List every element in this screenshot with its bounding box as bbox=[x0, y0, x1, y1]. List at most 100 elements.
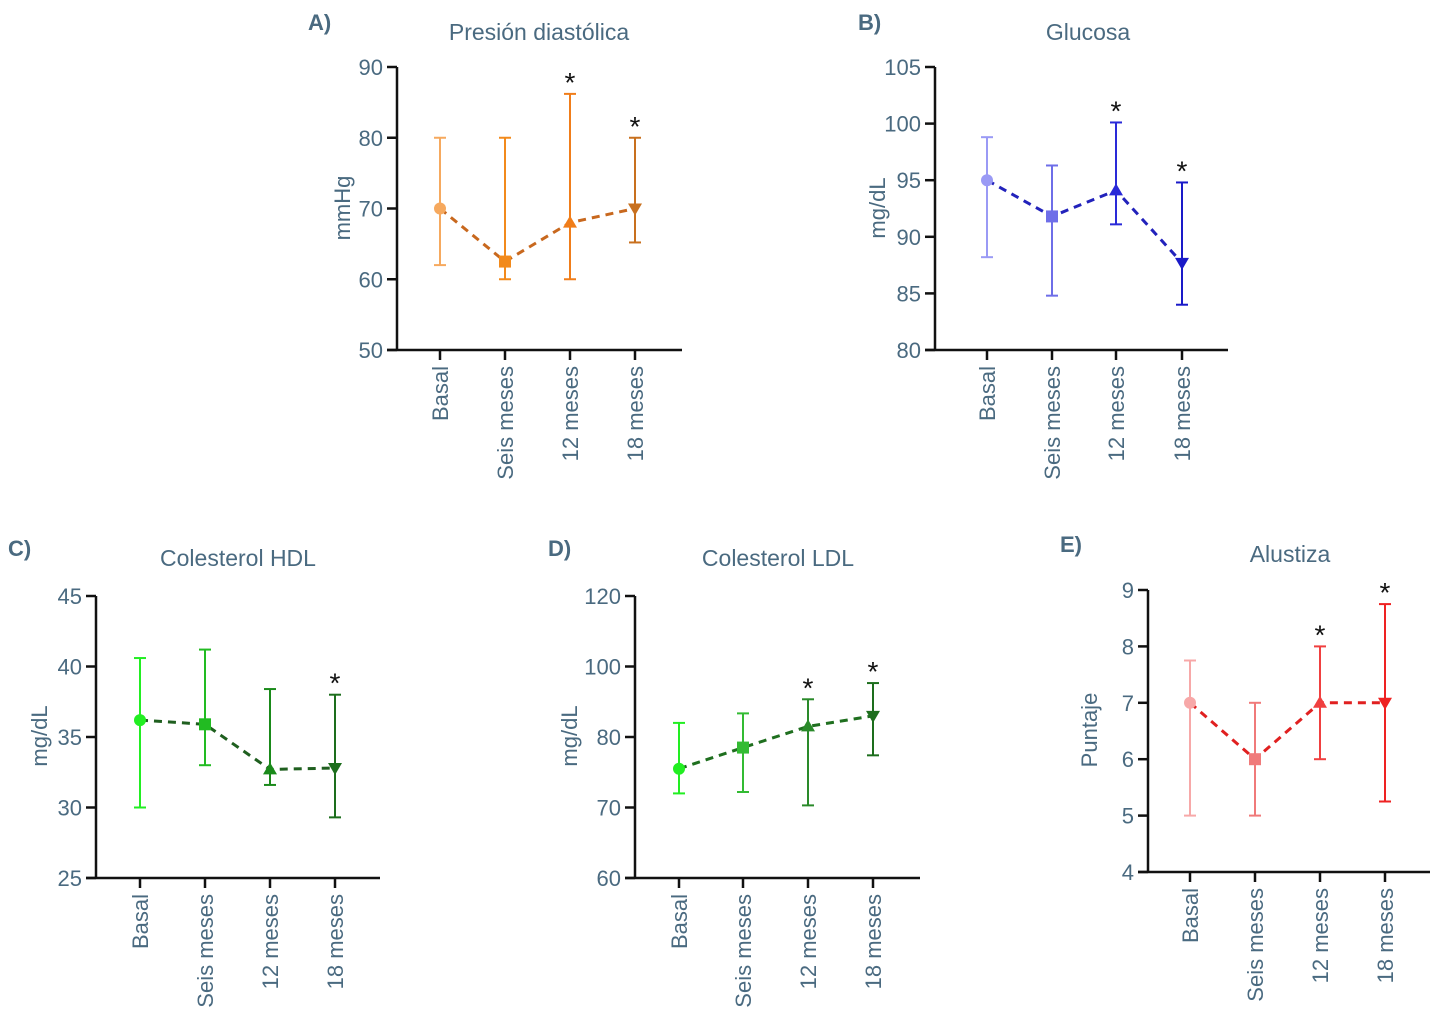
y-tick-label: 80 bbox=[597, 725, 621, 750]
data-point-circle bbox=[1184, 696, 1196, 709]
x-tick-label: Basal bbox=[428, 366, 453, 421]
data-point-triangle-up bbox=[563, 215, 577, 228]
y-tick-label: 5 bbox=[1122, 804, 1134, 829]
x-tick-label: 18 meses bbox=[1373, 888, 1398, 983]
y-tick-label: 100 bbox=[884, 112, 921, 137]
y-tick-label: 45 bbox=[58, 584, 82, 609]
significance-marker: * bbox=[803, 672, 814, 703]
y-tick-label: 85 bbox=[897, 281, 921, 306]
x-tick-label: Seis meses bbox=[1040, 366, 1065, 480]
data-point-triangle-up bbox=[1109, 183, 1123, 196]
panel-letter: B) bbox=[858, 10, 881, 35]
x-tick-label: 12 meses bbox=[258, 894, 283, 989]
panel-colesterol-ldl: D) Colesterol LDL mg/dL 60 70 80 100 120 Basa… bbox=[548, 536, 920, 1008]
data-point-triangle-up bbox=[1313, 695, 1327, 708]
data-point-square bbox=[1046, 210, 1058, 223]
y-tick-label: 60 bbox=[597, 866, 621, 891]
significance-marker: * bbox=[1315, 619, 1326, 650]
x-tick-label: Seis meses bbox=[731, 894, 756, 1008]
y-axis-label: mg/dL bbox=[557, 705, 582, 766]
y-tick-label: 80 bbox=[897, 338, 921, 363]
panel-letter: A) bbox=[308, 10, 331, 35]
x-tick-label: 12 meses bbox=[1104, 366, 1129, 461]
x-tick-label: Seis meses bbox=[1243, 888, 1268, 1002]
series-line bbox=[1189, 701, 1385, 762]
y-tick-label: 25 bbox=[58, 866, 82, 891]
data-point-circle bbox=[434, 202, 446, 215]
panel-glucosa: B) Glucosa mg/dL 80 85 90 95 100 105 Basal Seis… bbox=[858, 10, 1228, 480]
y-axis-label: mg/dL bbox=[27, 705, 52, 766]
data-point-triangle-up bbox=[801, 719, 815, 732]
significance-marker: * bbox=[630, 111, 641, 142]
x-tick-label: 18 meses bbox=[1170, 366, 1195, 461]
data-point-square bbox=[1249, 753, 1261, 766]
panel-title: Alustiza bbox=[1250, 541, 1331, 567]
data-point-square bbox=[499, 255, 511, 268]
x-tick-label: 12 meses bbox=[558, 366, 583, 461]
data-point-square bbox=[199, 718, 211, 731]
data-point-triangle-up bbox=[263, 762, 277, 775]
x-tick-label: Basal bbox=[975, 366, 1000, 421]
y-tick-label: 9 bbox=[1122, 578, 1134, 603]
y-tick-label: 90 bbox=[897, 225, 921, 250]
significance-marker: * bbox=[330, 668, 341, 699]
significance-marker: * bbox=[565, 67, 576, 98]
panel-title: Colesterol LDL bbox=[702, 545, 854, 571]
y-tick-label: 8 bbox=[1122, 634, 1134, 659]
y-axis-label: Puntaje bbox=[1077, 693, 1102, 768]
panel-letter: E) bbox=[1060, 532, 1082, 557]
data-point-triangle-down bbox=[628, 203, 642, 216]
y-tick-label: 6 bbox=[1122, 747, 1134, 772]
data-point-triangle-down bbox=[1378, 697, 1392, 710]
series-line bbox=[986, 178, 1184, 264]
significance-marker: * bbox=[1111, 95, 1122, 126]
y-tick-label: 70 bbox=[359, 197, 383, 222]
panel-presion-diastolica: A) Presión diastólica mmHg 50 60 70 80 90 Bas… bbox=[308, 10, 682, 480]
series-line bbox=[439, 207, 636, 264]
y-tick-label: 100 bbox=[584, 655, 621, 680]
data-point-triangle-down bbox=[328, 763, 342, 776]
panel-colesterol-hdl: C) Colesterol HDL mg/dL 25 30 35 40 45 Basal S… bbox=[8, 536, 380, 1008]
x-tick-label: 18 meses bbox=[323, 894, 348, 989]
panel-letter: D) bbox=[548, 536, 571, 561]
y-tick-label: 105 bbox=[884, 55, 921, 80]
y-tick-label: 35 bbox=[58, 725, 82, 750]
panel-title: Glucosa bbox=[1046, 19, 1131, 45]
x-tick-label: Basal bbox=[1178, 888, 1203, 943]
y-tick-label: 90 bbox=[359, 55, 383, 80]
y-tick-label: 40 bbox=[58, 655, 82, 680]
series-line bbox=[139, 718, 336, 771]
y-tick-label: 30 bbox=[58, 796, 82, 821]
y-tick-label: 7 bbox=[1122, 691, 1134, 716]
significance-marker: * bbox=[1177, 155, 1188, 186]
x-tick-label: 12 meses bbox=[796, 894, 821, 989]
data-point-square bbox=[737, 741, 749, 754]
y-tick-label: 70 bbox=[597, 796, 621, 821]
panel-alustiza: E) Alustiza Puntaje 4 5 6 7 8 9 Basal Seis mese… bbox=[1060, 532, 1430, 1002]
y-tick-label: 60 bbox=[359, 267, 383, 292]
series-line bbox=[678, 714, 874, 771]
y-tick-label: 95 bbox=[897, 168, 921, 193]
panel-letter: C) bbox=[8, 536, 31, 561]
y-tick-label: 120 bbox=[584, 584, 621, 609]
y-tick-label: 50 bbox=[359, 338, 383, 363]
panel-title: Colesterol HDL bbox=[160, 545, 316, 571]
data-point-triangle-down bbox=[866, 710, 880, 723]
significance-marker: * bbox=[868, 656, 879, 687]
significance-marker: * bbox=[1380, 577, 1391, 608]
x-tick-label: 18 meses bbox=[623, 366, 648, 461]
x-tick-label: Basal bbox=[128, 894, 153, 949]
data-point-circle bbox=[673, 762, 685, 775]
x-tick-label: Basal bbox=[667, 894, 692, 949]
data-point-circle bbox=[981, 174, 993, 187]
data-point-triangle-down bbox=[1175, 257, 1189, 270]
y-axis-label: mmHg bbox=[330, 176, 355, 241]
y-tick-label: 80 bbox=[359, 126, 383, 151]
y-axis-label: mg/dL bbox=[865, 177, 890, 238]
x-tick-label: Seis meses bbox=[193, 894, 218, 1008]
data-point-circle bbox=[134, 714, 146, 727]
x-tick-label: 12 meses bbox=[1308, 888, 1333, 983]
y-tick-label: 4 bbox=[1122, 860, 1134, 885]
x-tick-label: 18 meses bbox=[861, 894, 886, 989]
